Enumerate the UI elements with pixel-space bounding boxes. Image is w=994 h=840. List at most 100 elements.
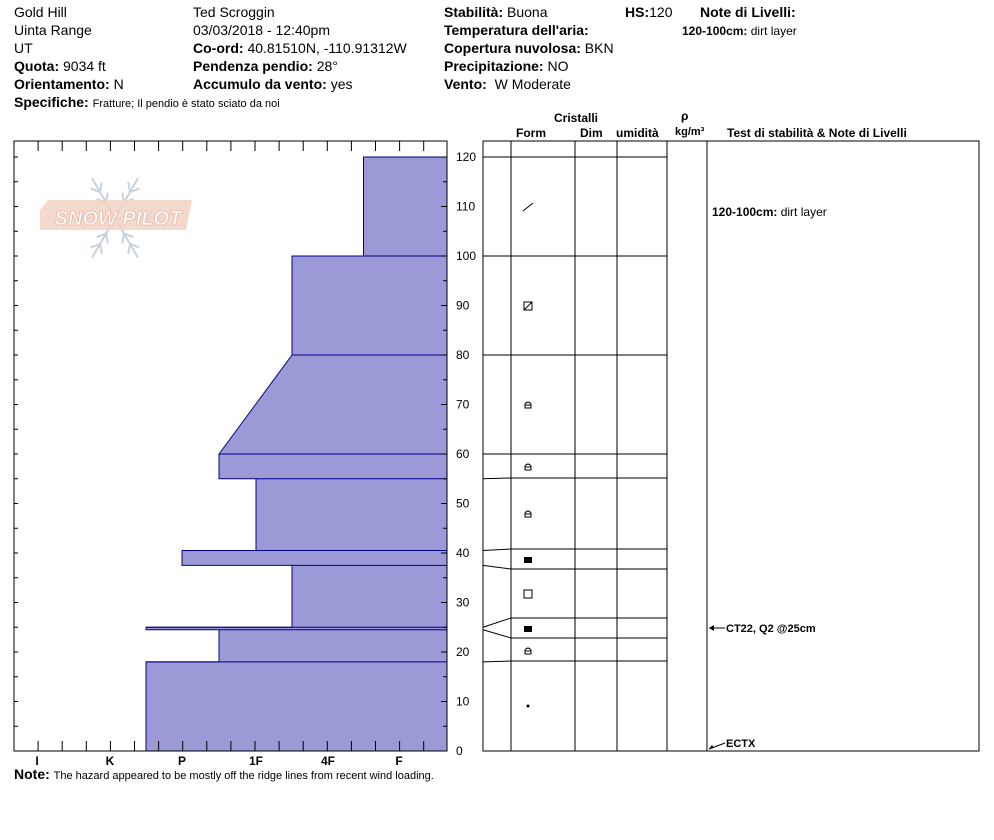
height-tick-label: 50 bbox=[456, 497, 470, 511]
layer-notes-label: Note di Livelli: bbox=[700, 4, 796, 20]
specifics: Specifiche: Fratture; Il pendio è stato … bbox=[14, 94, 280, 112]
size-header: Dim bbox=[580, 126, 603, 140]
precip-label: Precipitazione: bbox=[444, 58, 544, 74]
layer-table-frame bbox=[482, 140, 980, 752]
crystal-form-glyph bbox=[524, 463, 532, 471]
height-tick-label: 60 bbox=[456, 447, 470, 461]
range: Uinta Range bbox=[14, 22, 92, 38]
cloud-cover: Copertura nuvolosa: BKN bbox=[444, 40, 614, 56]
crystal-form-glyph bbox=[524, 647, 532, 655]
hardness-tick-label: 1F bbox=[249, 754, 263, 768]
crystal-form-glyph bbox=[523, 301, 533, 311]
wind-value: W Moderate bbox=[494, 76, 571, 92]
rho-header: ρ bbox=[681, 109, 689, 123]
hardness-tick-label: K bbox=[106, 754, 115, 768]
crystal-form-glyph bbox=[523, 301, 533, 311]
height-tick-label: 20 bbox=[456, 645, 470, 659]
crystal-form-glyph bbox=[524, 401, 532, 409]
snowflake-branch bbox=[90, 187, 101, 193]
logo-text: SNOW PILOT bbox=[55, 208, 183, 230]
logo-banner bbox=[40, 200, 192, 230]
hardness-tick-label: I bbox=[35, 754, 38, 768]
layer-note-range: 120-100cm: bbox=[682, 24, 748, 38]
form-header: Form bbox=[516, 126, 546, 140]
layer-note-body: dirt layer bbox=[781, 205, 827, 219]
observer: Ted Scroggin bbox=[193, 4, 275, 20]
crystal-form-glyph bbox=[522, 202, 534, 212]
precipitation: Precipitazione: NO bbox=[444, 58, 568, 74]
specifics-label: Specifiche: bbox=[14, 94, 89, 110]
test-arrowhead bbox=[709, 745, 714, 749]
hardness-tick-label: P bbox=[178, 754, 186, 768]
snowflake-branch bbox=[96, 232, 107, 238]
stability-test-label: ECTX bbox=[726, 738, 756, 750]
slope-value: 28° bbox=[316, 58, 338, 74]
snowflake-branch bbox=[121, 233, 125, 244]
elevation: Quota: 9034 ft bbox=[14, 58, 106, 74]
layer-note-text: dirt layer bbox=[750, 24, 797, 38]
snowflake-branch bbox=[129, 243, 140, 249]
footer-note: Note: The hazard appeared to be mostly o… bbox=[14, 766, 434, 784]
note-text: The hazard appeared to be mostly off the… bbox=[53, 770, 434, 782]
wind-loading-label: Accumulo da vento: bbox=[193, 76, 327, 92]
slope: Pendenza pendio: 28° bbox=[193, 58, 338, 74]
height-tick-label: 0 bbox=[456, 744, 463, 758]
hardness-tick-label: F bbox=[395, 754, 402, 768]
coords-value: 40.81510N, -110.91312W bbox=[247, 40, 407, 56]
wind-label: Vento: bbox=[444, 76, 487, 92]
datetime: 03/03/2018 - 12:40pm bbox=[193, 22, 330, 38]
stability: Stabilità: Buona bbox=[444, 4, 548, 20]
stability-label: Stabilità: bbox=[444, 4, 504, 20]
cloud-value: BKN bbox=[584, 40, 614, 56]
snowflake-branch bbox=[99, 243, 103, 255]
height-tick-label: 10 bbox=[456, 695, 470, 709]
location: Gold Hill bbox=[14, 4, 67, 20]
crystals-header: Cristalli bbox=[554, 111, 599, 125]
leader-line bbox=[482, 548, 512, 552]
snowpilot-logo: SNOW PILOT bbox=[40, 177, 192, 259]
density-unit-header: kg/m³ bbox=[675, 126, 705, 138]
wind-loading-value: yes bbox=[330, 76, 353, 92]
moisture-header: umidità bbox=[616, 126, 659, 140]
elevation-value: 9034 ft bbox=[63, 58, 106, 74]
aspect-label: Orientamento: bbox=[14, 76, 110, 92]
stability-value: Buona bbox=[507, 4, 548, 20]
coordinates: Co-ord: 40.81510N, -110.91312W bbox=[193, 40, 407, 56]
leader-line bbox=[482, 477, 512, 480]
coords-label: Co-ord: bbox=[193, 40, 244, 56]
leader-line bbox=[482, 564, 512, 570]
crystal-form-glyph bbox=[524, 626, 532, 632]
snow-height: HS:120 bbox=[625, 4, 672, 20]
layer-note-range-text: 120-100cm: bbox=[712, 205, 781, 219]
height-tick-label: 110 bbox=[456, 200, 475, 214]
layer-note: 120-100cm: dirt layer bbox=[712, 205, 827, 219]
layer-notes-header: 120-100cm: dirt layer bbox=[682, 23, 797, 39]
snowflake-branch bbox=[129, 187, 140, 193]
height-tick-label: 70 bbox=[456, 398, 470, 412]
aspect: Orientamento: N bbox=[14, 76, 124, 92]
hardness-tick-label: 4F bbox=[321, 754, 335, 768]
aspect-value: N bbox=[113, 76, 124, 92]
hs-label: HS: bbox=[625, 4, 650, 20]
hs-value: 120 bbox=[649, 4, 673, 20]
snowflake-branch bbox=[105, 233, 109, 244]
elevation-label: Quota: bbox=[14, 58, 60, 74]
wind: Vento: W Moderate bbox=[444, 76, 571, 92]
snowflake-branch bbox=[123, 232, 134, 238]
snowflake-branch bbox=[90, 243, 101, 249]
leader-line bbox=[482, 617, 512, 628]
crystal-form-glyph bbox=[524, 557, 532, 563]
snowflake-branch bbox=[127, 243, 131, 255]
height-tick-label: 90 bbox=[456, 299, 470, 313]
height-tick-label: 40 bbox=[456, 546, 470, 560]
crystal-form-glyph bbox=[526, 704, 530, 708]
snowflake-branch bbox=[127, 181, 131, 193]
height-tick-label: 100 bbox=[456, 249, 476, 263]
wind-loading: Accumulo da vento: yes bbox=[193, 76, 352, 92]
height-tick-label: 30 bbox=[456, 596, 470, 610]
crystal-form-glyph bbox=[523, 589, 533, 599]
air-temp-label: Temperatura dell'aria: bbox=[444, 22, 589, 38]
stability-notes-header: Test di stabilità & Note di Livelli bbox=[727, 126, 907, 140]
cloud-label: Copertura nuvolosa: bbox=[444, 40, 581, 56]
